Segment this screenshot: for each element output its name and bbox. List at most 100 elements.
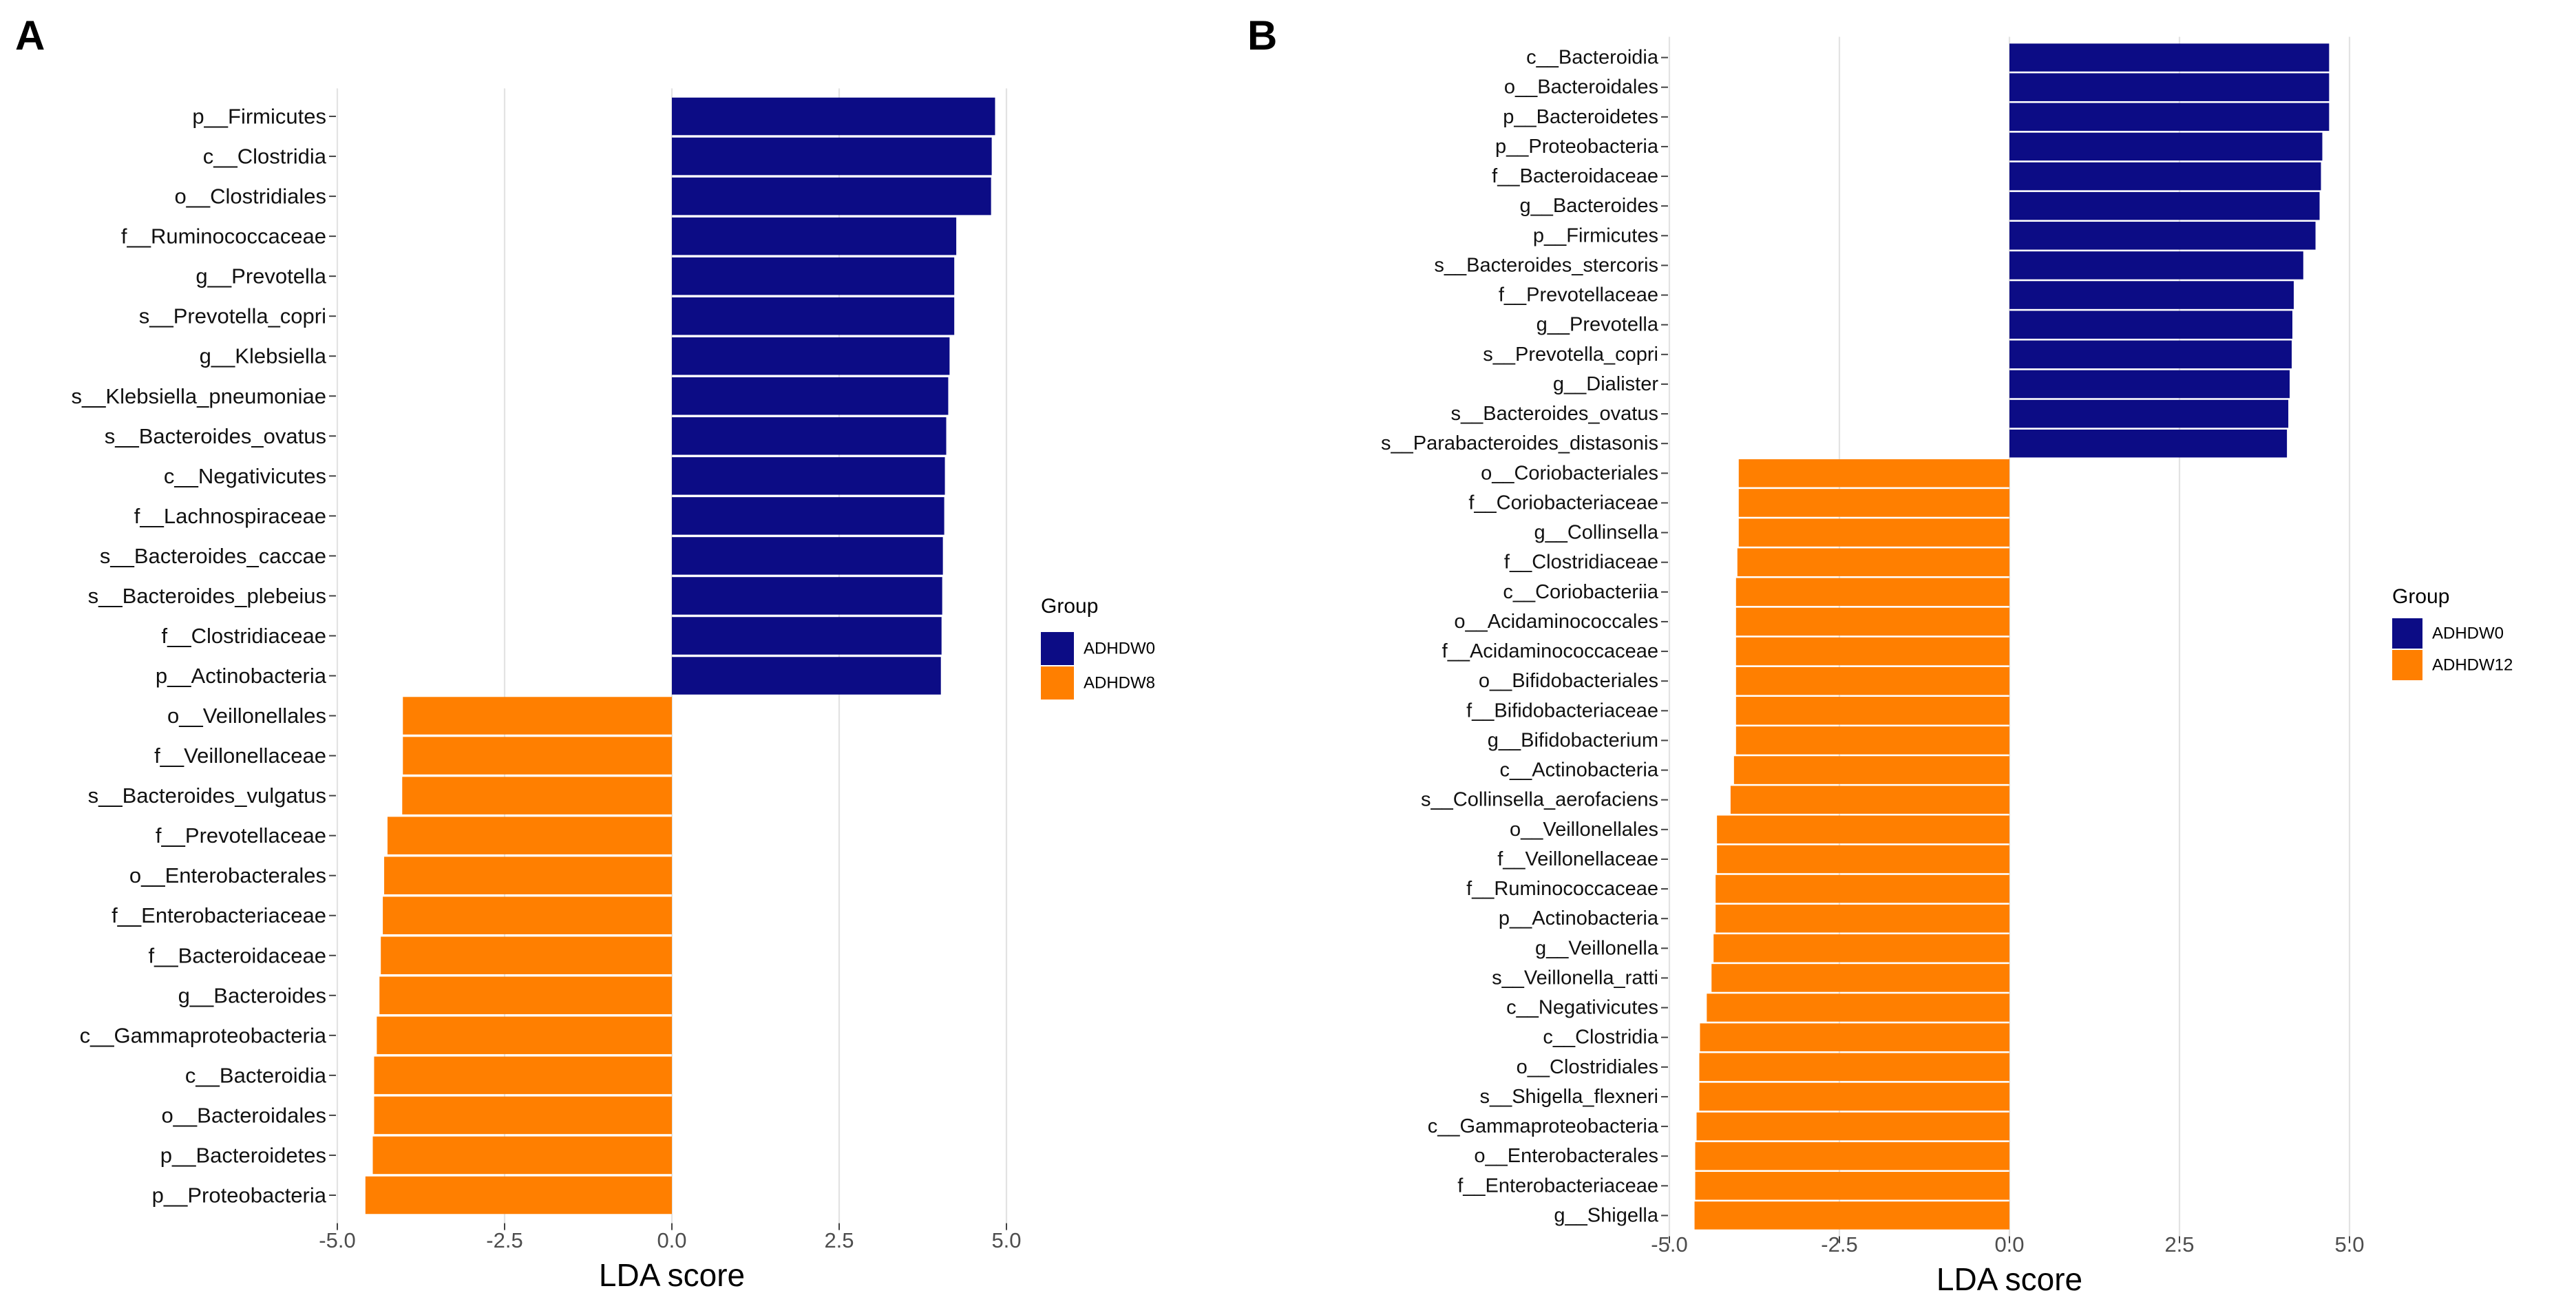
bar-f-ruminococcaceae [672,217,957,255]
category-label: s__Bacteroides_vulgatus [88,784,326,808]
bar-g-prevotella [2009,311,2293,339]
bar-p-bacteroidetes [2009,103,2330,132]
bar-s-prevotella-copri [2009,340,2292,369]
bar-c-negativicutes [672,457,945,495]
legend-swatch-adhdw0 [1041,632,1074,665]
bar-s-bacteroides-vulgatus [402,777,672,814]
category-label: p__Actinobacteria [156,664,327,688]
bar-f-enterobacteriaceae [1695,1172,2009,1200]
bar-o-veillonellales [403,697,672,735]
category-label: f__Lachnospiraceae [134,504,326,528]
bar-s-shigella-flexneri [1699,1082,2009,1111]
x-axis-label: LDA score [1936,1261,2082,1297]
category-label: o__Coriobacteriales [1481,462,1658,484]
bar-s-parabacteroides-distasonis [2009,429,2288,458]
category-label: f__Coriobacteriaceae [1468,492,1658,514]
category-label: o__Veillonellales [1510,819,1658,841]
category-label: o__Veillonellales [167,704,326,728]
bar-g-shigella [1694,1201,2009,1230]
category-label: s__Bacteroides_ovatus [1451,403,1658,425]
bar-g-prevotella [672,257,955,295]
category-label: c__Actinobacteria [1499,759,1658,781]
x-tick-label: -5.0 [319,1228,355,1252]
bar-p-bacteroidetes [372,1136,672,1175]
x-tick-label: 2.5 [824,1228,854,1252]
x-tick-label: -2.5 [486,1228,522,1252]
category-label: g__Collinsella [1534,522,1658,544]
x-tick-label: 0.0 [1994,1232,2024,1256]
bar-f-enterobacteriaceae [383,896,672,935]
x-tick-label: -5.0 [1651,1232,1687,1256]
category-label: c__Bacteroidia [185,1063,327,1087]
category-label: f__Enterobacteriaceae [112,903,326,927]
bar-f-prevotellaceae [2009,281,2294,309]
category-label: c__Negativicutes [164,464,326,488]
category-label: s__Bacteroides_plebeius [88,584,326,608]
bar-s-collinsella-aerofaciens [1730,786,2009,814]
x-tick-label: 2.5 [2164,1232,2194,1256]
category-label: s__Klebsiella_pneumoniae [71,384,326,408]
category-label: o__Enterobacterales [1474,1145,1658,1167]
category-label: o__Bacteroidales [1504,76,1658,98]
category-label: f__Clostridiaceae [1504,551,1658,574]
category-label: c__Clostridia [1543,1027,1658,1049]
legend: Group ADHDW0 ADHDW8 [1041,595,1155,700]
category-label: g__Bacteroides [1519,195,1658,217]
x-tick-label: 5.0 [991,1228,1021,1252]
bar-s-bacteroides-stercoris [2009,251,2303,280]
category-label: p__Proteobacteria [152,1183,327,1207]
category-label: f__Ruminococcaceae [1466,878,1658,900]
legend-entry: ADHDW12 [2432,656,2513,675]
bar-o-acidaminococcales [1735,607,2009,636]
category-label: s__Bacteroides_caccae [100,544,326,568]
bar-c-clostridia [1700,1023,2009,1051]
category-label: g__Prevotella [196,264,326,288]
category-label: o__Bacteroidales [161,1103,326,1127]
bar-p-firmicutes [2009,222,2316,250]
category-label: g__Veillonella [1535,937,1659,959]
bar-o-clostridiales [672,177,991,215]
bar-p-proteobacteria [365,1176,672,1214]
bar-g-klebsiella [672,337,950,375]
bar-p-proteobacteria [2009,132,2323,161]
category-label: p__Firmicutes [1533,224,1658,246]
category-label: f__Bifidobacteriaceae [1466,700,1658,722]
bar-f-veillonellaceae [1717,845,2009,874]
bar-f-ruminococcaceae [1715,874,2009,903]
bar-f-coriobacteriaceae [1738,489,2009,517]
category-label: p__Bacteroidetes [1503,106,1658,128]
bar-f-prevotellaceae [387,817,672,854]
category-label: p__Proteobacteria [1495,136,1659,158]
category-label: o__Clostridiales [174,185,326,209]
bar-f-bifidobacteriaceae [1735,697,2009,725]
bar-c-gammaproteobacteria [377,1016,672,1055]
category-label: o__Clostridiales [1517,1056,1658,1078]
panel-label: A [15,12,45,59]
category-label: f__Veillonellaceae [1497,848,1658,870]
category-label: f__Enterobacteriaceae [1457,1175,1658,1197]
legend-swatch-adhdw0 [2392,618,2422,649]
legend-entry: ADHDW0 [1084,640,1155,658]
bar-s-bacteroides-ovatus [672,417,947,455]
bar-o-bifidobacteriales [1735,666,2009,695]
bar-g-bifidobacterium [1735,726,2009,755]
category-label: g__Dialister [1553,373,1658,395]
bar-o-veillonellales [1717,815,2009,844]
bar-o-coriobacteriales [1738,459,2009,487]
bar-s-prevotella-copri [672,297,955,335]
bar-f-bacteroidaceae [381,936,672,975]
x-tick-label: -2.5 [1821,1232,1857,1256]
legend-entry: ADHDW0 [2432,624,2504,643]
bar-c-gammaproteobacteria [1696,1112,2009,1141]
category-label: g__Shigella [1554,1204,1658,1226]
category-label: c__Gammaproteobacteria [80,1023,327,1047]
bar-g-bacteroides [379,976,672,1015]
category-label: g__Bifidobacterium [1488,729,1658,751]
category-label: s__Shigella_flexneri [1479,1086,1658,1108]
bar-o-clostridiales [1699,1053,2009,1082]
category-label: p__Actinobacteria [1499,907,1659,929]
legend-entry: ADHDW8 [1084,674,1155,693]
bar-s-bacteroides-caccae [672,537,943,575]
bar-c-coriobacteriia [1735,578,2009,607]
